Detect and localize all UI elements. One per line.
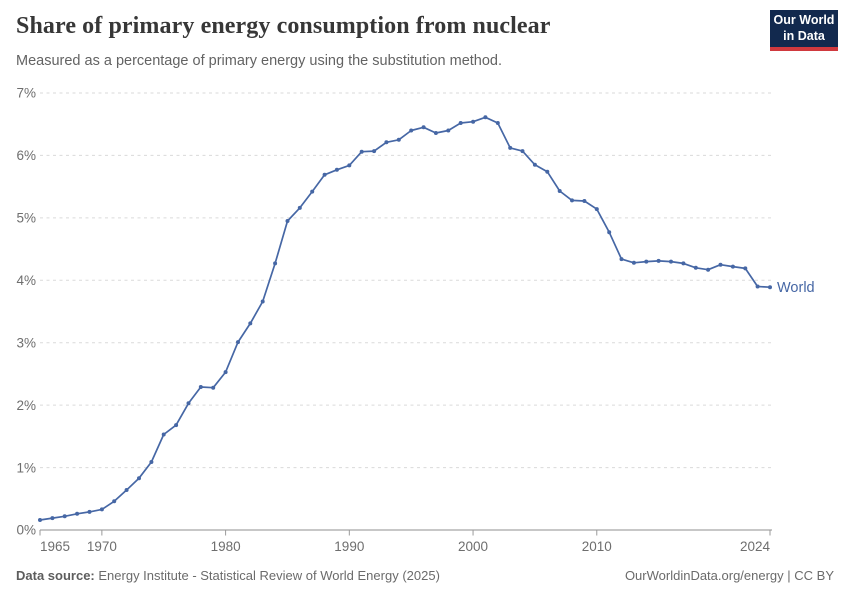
chart-subtitle: Measured as a percentage of primary ener… bbox=[16, 53, 503, 69]
data-source: Data source: Energy Institute - Statisti… bbox=[16, 568, 440, 583]
data-point[interactable] bbox=[149, 460, 154, 464]
data-point[interactable] bbox=[285, 219, 290, 223]
data-point[interactable] bbox=[124, 488, 129, 492]
data-point[interactable] bbox=[161, 432, 166, 437]
data-point[interactable] bbox=[236, 340, 240, 345]
data-point[interactable] bbox=[87, 509, 92, 514]
data-point[interactable] bbox=[359, 149, 364, 154]
data-point[interactable] bbox=[631, 260, 636, 265]
data-point[interactable] bbox=[38, 518, 42, 522]
data-point[interactable] bbox=[570, 198, 574, 203]
data-point[interactable] bbox=[310, 189, 315, 194]
data-point[interactable] bbox=[471, 119, 476, 124]
chart-footer: Data source: Energy Institute - Statisti… bbox=[16, 568, 834, 583]
data-source-label: Data source: bbox=[16, 568, 95, 583]
data-point[interactable] bbox=[607, 230, 612, 235]
data-point[interactable] bbox=[582, 199, 587, 203]
data-point[interactable] bbox=[99, 507, 104, 512]
data-point[interactable] bbox=[706, 267, 711, 272]
x-axis-label: 1990 bbox=[334, 539, 364, 554]
data-point[interactable] bbox=[532, 162, 537, 167]
series-label-world[interactable]: World bbox=[777, 280, 815, 296]
data-point[interactable] bbox=[681, 261, 686, 266]
data-point[interactable] bbox=[446, 128, 451, 133]
data-point[interactable] bbox=[384, 140, 389, 145]
data-point[interactable] bbox=[211, 385, 216, 390]
data-point[interactable] bbox=[421, 125, 426, 130]
data-point[interactable] bbox=[755, 284, 760, 289]
x-axis-label: 1965 bbox=[40, 539, 70, 554]
data-point[interactable] bbox=[396, 137, 401, 142]
data-point[interactable] bbox=[669, 259, 673, 264]
data-point[interactable] bbox=[768, 285, 772, 290]
y-axis-label: 6% bbox=[16, 148, 36, 163]
data-point[interactable] bbox=[322, 172, 327, 177]
y-axis-label: 4% bbox=[16, 273, 36, 288]
owid-logo[interactable]: Our World in Data bbox=[770, 10, 838, 51]
y-axis-label: 0% bbox=[16, 523, 36, 538]
data-point[interactable] bbox=[619, 257, 624, 262]
data-point[interactable] bbox=[347, 163, 352, 168]
data-point[interactable] bbox=[273, 261, 278, 266]
data-point[interactable] bbox=[743, 266, 748, 271]
data-point[interactable] bbox=[730, 264, 735, 269]
data-point[interactable] bbox=[248, 321, 253, 326]
logo-line-1: Our World bbox=[773, 13, 835, 28]
data-point[interactable] bbox=[372, 149, 377, 154]
data-point[interactable] bbox=[458, 121, 463, 125]
data-point[interactable] bbox=[693, 265, 698, 270]
data-point[interactable] bbox=[644, 259, 649, 264]
chart-title: Share of primary energy consumption from… bbox=[16, 13, 551, 39]
data-point[interactable] bbox=[656, 258, 661, 263]
y-axis-label: 5% bbox=[16, 211, 36, 226]
data-point[interactable] bbox=[433, 131, 438, 135]
data-point[interactable] bbox=[50, 516, 55, 521]
y-axis-label: 3% bbox=[16, 335, 36, 350]
attribution-link[interactable]: OurWorldinData.org/energy | CC BY bbox=[624, 568, 834, 583]
data-source-text: Energy Institute - Statistical Review of… bbox=[98, 568, 440, 583]
x-axis-label: 2000 bbox=[458, 539, 488, 554]
data-point[interactable] bbox=[334, 167, 339, 172]
data-point[interactable] bbox=[186, 401, 191, 406]
data-point[interactable] bbox=[545, 169, 550, 174]
data-point[interactable] bbox=[75, 511, 80, 516]
y-axis-label: 1% bbox=[16, 460, 36, 475]
data-point[interactable] bbox=[557, 189, 562, 193]
y-axis-label: 7% bbox=[16, 86, 36, 101]
x-axis-label: 1970 bbox=[87, 539, 117, 554]
data-point[interactable] bbox=[483, 115, 488, 120]
x-axis-label: 1980 bbox=[211, 539, 241, 554]
x-axis-label: 2024 bbox=[740, 539, 771, 554]
data-point[interactable] bbox=[508, 145, 513, 150]
data-point[interactable] bbox=[62, 514, 67, 519]
data-point[interactable] bbox=[198, 385, 203, 389]
data-point[interactable] bbox=[520, 149, 525, 154]
logo-red-stripe bbox=[770, 47, 838, 51]
data-point[interactable] bbox=[174, 423, 179, 428]
series-line-world[interactable] bbox=[39, 116, 771, 521]
data-point[interactable] bbox=[594, 207, 599, 212]
data-point[interactable] bbox=[409, 128, 414, 133]
data-point[interactable] bbox=[112, 499, 117, 504]
y-axis-label: 2% bbox=[16, 398, 36, 413]
data-point[interactable] bbox=[260, 299, 265, 304]
data-point[interactable] bbox=[137, 476, 141, 481]
x-axis-label: 2010 bbox=[582, 539, 612, 554]
data-point[interactable] bbox=[297, 205, 302, 210]
data-point[interactable] bbox=[223, 370, 228, 375]
data-point[interactable] bbox=[718, 262, 723, 267]
data-point[interactable] bbox=[495, 121, 500, 125]
logo-line-2: in Data bbox=[783, 28, 825, 43]
